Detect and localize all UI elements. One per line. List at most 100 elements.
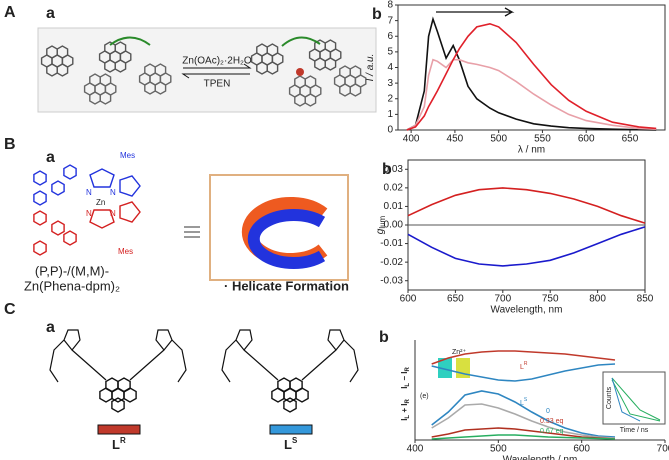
atom-label: N: [110, 188, 116, 197]
x-tick-label: 450: [447, 134, 464, 145]
panel-sublabel: a: [46, 149, 55, 166]
group-label: Mes: [118, 247, 133, 256]
annotation-text: (e): [420, 393, 429, 400]
group-label: Mes: [120, 151, 135, 160]
series-line: [407, 187, 646, 224]
annotation-text: L: [520, 364, 524, 371]
molecule-ring: [324, 57, 337, 71]
x-axis-label: λ / nm: [518, 145, 545, 156]
annotation: LR: [520, 361, 528, 371]
y-tick-label: 3: [387, 78, 393, 89]
y-tick-label: 0.01: [384, 201, 404, 212]
structure-ring: [33, 240, 47, 256]
structure-ring: [117, 377, 131, 393]
inset-trace: [611, 377, 661, 422]
molecule-ring: [266, 61, 279, 75]
y-tick-label: 0: [387, 125, 393, 136]
series-line: [431, 427, 616, 440]
annotation-text: 0: [546, 408, 550, 415]
compound-name: Zn(Phena-dpm)₂: [24, 278, 120, 293]
y-tick-label: 0.03: [384, 164, 404, 175]
x-tick-label: 500: [490, 134, 507, 145]
x-tick-label: 400: [407, 444, 424, 455]
helix: [247, 209, 326, 269]
annotation-text: Zn²⁺: [452, 349, 467, 356]
photo: [438, 358, 452, 378]
x-tick-label: 500: [490, 444, 507, 455]
series-line: [431, 434, 616, 440]
structure-ring: [51, 220, 65, 236]
series-line: [407, 226, 646, 267]
series-line: [406, 16, 657, 131]
y-tick-label: 7: [387, 15, 393, 26]
structure-ring: [33, 210, 47, 226]
ligand-bar: [269, 424, 313, 435]
structure-ring: [105, 377, 119, 393]
zinc: [296, 68, 304, 76]
structure-ring: [99, 387, 113, 403]
y-tick-label: 6: [387, 31, 393, 42]
structure-ring: [277, 377, 291, 393]
y-axis-label-part: R: [405, 367, 411, 372]
structure-ring: [123, 387, 137, 403]
bond: [109, 36, 321, 47]
inset-trace: [611, 377, 641, 422]
structure-ring: [51, 180, 65, 196]
bond: [221, 329, 359, 383]
structure-ring: [63, 230, 77, 246]
x-tick-label: 600: [578, 134, 595, 145]
y-tick-label: -0.01: [380, 238, 403, 249]
annotation: 0.67 eq: [540, 428, 563, 435]
y-axis-label-part: L: [405, 415, 411, 419]
structure-ring: [295, 387, 309, 403]
structure-ring: [111, 397, 125, 413]
structure-ring: [63, 164, 77, 180]
ligand-label: LR: [112, 436, 126, 452]
structure-ring: [271, 387, 285, 403]
x-axis-label: Wavelength, nm: [491, 305, 563, 316]
y-tick-label: 0.02: [384, 182, 404, 193]
annotation-text: Counts: [606, 386, 613, 409]
annotation: Zn²⁺: [452, 349, 467, 356]
compound-name: (P,P)-/(M,M)-: [35, 263, 109, 278]
annotation-text: L: [520, 400, 524, 407]
y-axis-label: I / a.u.: [365, 54, 376, 82]
x-tick-label: 850: [637, 294, 654, 305]
y-axis-label: IL + IR: [400, 399, 410, 421]
x-tick-label: 600: [573, 444, 590, 455]
y-axis-label-main: g: [375, 228, 386, 234]
x-tick-label: 650: [447, 294, 464, 305]
arrow: [181, 73, 250, 79]
y-tick-label: 8: [387, 0, 393, 11]
y-axis-label: IL − IR: [400, 367, 410, 389]
panel-sublabel: a: [46, 5, 55, 22]
x-tick-label: 800: [589, 294, 606, 305]
annotation-sup: R: [524, 361, 528, 367]
annotation: LS: [520, 397, 528, 407]
annotation-text: 0.33 eq: [540, 418, 563, 425]
arrow: [183, 63, 252, 69]
structure-ring: [283, 397, 297, 413]
y-axis-label-part: R: [405, 399, 411, 404]
annotation: 0.33 eq: [540, 418, 563, 425]
panel-frame: [37, 27, 377, 113]
structure-ring: [289, 377, 303, 393]
panel-label: B: [4, 136, 16, 153]
panel-label: C: [4, 301, 16, 318]
y-axis-label-main: I / a.u.: [365, 54, 376, 82]
x-tick-label: 700: [657, 444, 669, 455]
annotation: Time / ns: [620, 427, 649, 434]
reagent: Zn(OAc)₂·2H₂O: [182, 56, 252, 67]
y-tick-label: 1: [387, 109, 393, 120]
caption: · Helicate Formation: [224, 278, 349, 293]
annotation: Counts: [606, 386, 613, 409]
atom-label: Zn: [96, 198, 105, 207]
annotation-text: 0.67 eq: [540, 428, 563, 435]
y-axis-label-part: + I: [400, 404, 409, 415]
y-axis-label: glum: [375, 215, 387, 234]
molecule-ring: [304, 93, 317, 107]
structure-ring: [89, 201, 141, 229]
structure-ring: [33, 190, 47, 206]
